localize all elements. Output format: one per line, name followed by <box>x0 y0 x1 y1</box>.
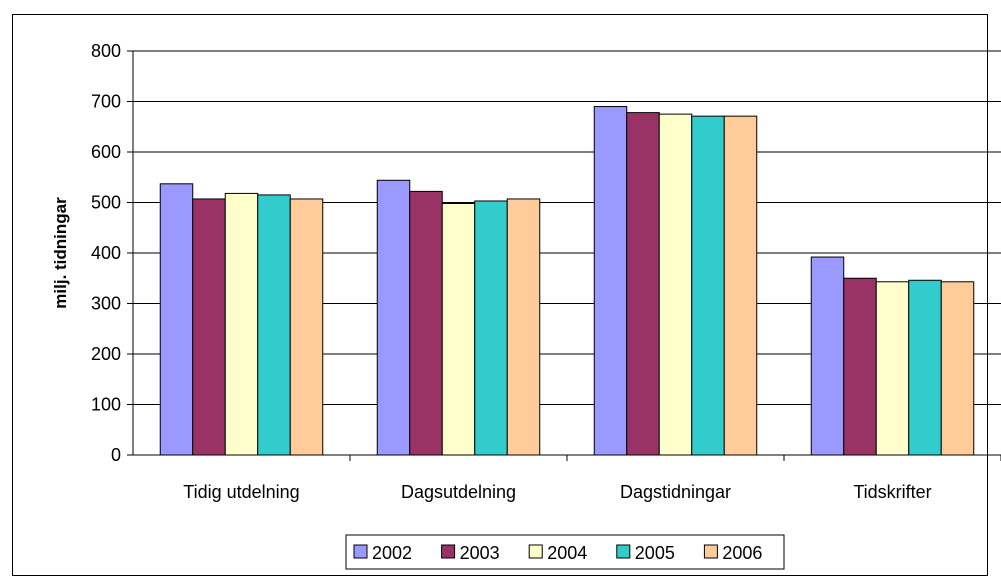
bar-2006-1 <box>506 198 541 456</box>
bar-2003-1 <box>409 190 443 456</box>
bars <box>159 106 975 456</box>
bar-2005-0 <box>257 194 291 456</box>
legend-swatch <box>441 544 456 559</box>
legend-swatch <box>528 544 543 559</box>
y-tick-label: 0 <box>111 445 121 465</box>
bar-2002-3 <box>810 256 845 456</box>
y-tick-label: 200 <box>91 344 121 364</box>
x-category-labels: Tidig utdelning Dagsutdelning Dagstidninga… <box>183 482 931 502</box>
legend-swatch <box>703 544 718 559</box>
bar-2004-1 <box>441 203 476 456</box>
bar-2002-0 <box>159 183 194 456</box>
bar-2006-0 <box>289 198 324 456</box>
bar-2006-3 <box>940 281 975 456</box>
legend-label: 2004 <box>547 543 587 563</box>
y-tick-label: 500 <box>91 193 121 213</box>
bar-2003-2 <box>626 112 660 456</box>
x-category-label: Dagsutdelning <box>401 482 516 502</box>
legend-swatch <box>616 544 631 559</box>
y-tick-label: 400 <box>91 243 121 263</box>
bar-2002-2 <box>593 106 628 456</box>
bar-2005-1 <box>474 200 508 456</box>
y-tick-label: 700 <box>91 92 121 112</box>
legend-label: 2002 <box>372 543 412 563</box>
y-tick-label: 800 <box>91 41 121 61</box>
y-tick-labels: 0 100 200 300 400 500 600 700 800 <box>91 41 121 465</box>
bar-2005-2 <box>691 115 725 456</box>
y-tick-label: 300 <box>91 294 121 314</box>
bar-2002-1 <box>376 179 411 456</box>
x-category-label: Dagstidningar <box>620 482 731 502</box>
bar-2003-0 <box>192 198 226 456</box>
x-category-label: Tidskrifter <box>853 482 931 502</box>
legend: 2002 2003 2004 2005 2006 <box>345 534 785 570</box>
y-tick-label: 100 <box>91 395 121 415</box>
x-category-label: Tidig utdelning <box>183 482 299 502</box>
bar-2005-3 <box>908 279 942 456</box>
legend-swatch <box>353 544 368 559</box>
legend-label: 2005 <box>635 543 675 563</box>
bar-2004-2 <box>658 113 693 456</box>
y-tick-label: 600 <box>91 142 121 162</box>
legend-label: 2006 <box>722 543 762 563</box>
bar-2004-0 <box>224 192 259 456</box>
bar-2006-2 <box>723 115 758 456</box>
axes <box>127 50 1001 461</box>
bar-2004-3 <box>875 281 910 456</box>
y-axis-label: milj. tidningar <box>51 197 70 309</box>
legend-label: 2003 <box>460 543 500 563</box>
bar-2003-3 <box>843 277 877 456</box>
